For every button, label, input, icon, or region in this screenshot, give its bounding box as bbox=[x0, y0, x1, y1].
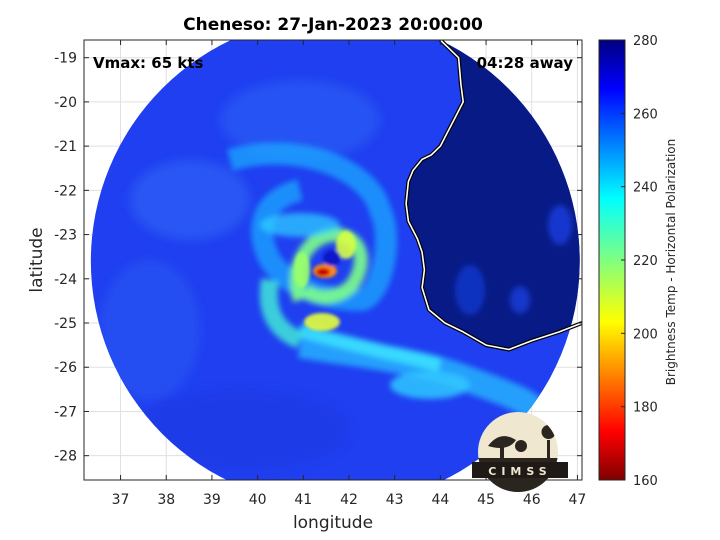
x-tick-label: 40 bbox=[249, 492, 267, 508]
logo-text: CIMSS bbox=[488, 465, 551, 478]
y-tick-label: -27 bbox=[54, 404, 77, 420]
southern-band-inner bbox=[297, 323, 442, 372]
x-tick-label: 42 bbox=[340, 492, 358, 508]
coastline-line bbox=[405, 40, 582, 351]
x-axis-label: longitude bbox=[293, 513, 373, 533]
outer-band bbox=[226, 142, 398, 312]
core-north-yellow bbox=[336, 231, 356, 259]
y-axis-label: latitude bbox=[27, 227, 47, 292]
southeast-band bbox=[390, 371, 470, 399]
colorbar-tick-label: 240 bbox=[633, 181, 658, 196]
y-tick-label: -28 bbox=[54, 449, 77, 465]
y-tick-label: -21 bbox=[54, 139, 77, 155]
cloud-patch bbox=[130, 160, 250, 240]
logo-tower bbox=[547, 440, 550, 462]
land-patch bbox=[455, 265, 485, 315]
colorbar-tick-label: 180 bbox=[633, 401, 658, 416]
land-patch bbox=[510, 286, 530, 314]
y-tick-label: -22 bbox=[54, 183, 77, 199]
western-band bbox=[259, 278, 304, 349]
y-tick-label: -23 bbox=[54, 228, 77, 244]
colorbar-tick-label: 260 bbox=[633, 107, 658, 122]
swath-image bbox=[90, 40, 580, 480]
logo-dish bbox=[488, 436, 516, 448]
x-tick-label: 39 bbox=[203, 492, 221, 508]
colorbar-label: Brightness Temp - Horizontal Polarizatio… bbox=[664, 139, 678, 386]
x-tick-label: 43 bbox=[386, 492, 404, 508]
logo-dish-mount bbox=[500, 444, 504, 460]
swath-texture bbox=[100, 80, 380, 470]
x-tick-label: 46 bbox=[523, 492, 541, 508]
cloud-patch bbox=[130, 390, 350, 470]
chart-title: Cheneso: 27-Jan-2023 20:00:00 bbox=[183, 15, 483, 35]
logo-dome bbox=[515, 440, 527, 452]
y-tick-label: -25 bbox=[54, 316, 77, 332]
x-tick-label: 45 bbox=[477, 492, 495, 508]
x-tick-label: 41 bbox=[294, 492, 312, 508]
core-red bbox=[316, 268, 330, 276]
colorbar bbox=[598, 39, 626, 481]
x-tick-label: 37 bbox=[112, 492, 130, 508]
cimss-logo: CIMSS bbox=[472, 412, 568, 492]
coastline bbox=[404, 40, 582, 352]
y-tick-label: -24 bbox=[54, 272, 77, 288]
x-tick-label: 44 bbox=[431, 492, 449, 508]
cloud-patch bbox=[220, 80, 380, 160]
x-axis-ticks: 37 38 39 40 41 42 43 44 45 46 47 bbox=[112, 40, 587, 508]
colorbar-tick-label: 200 bbox=[633, 327, 658, 342]
away-label: 04:28 away bbox=[477, 54, 574, 72]
y-axis-ticks: -19 -20 -21 -22 -23 -24 -25 -26 -27 -28 bbox=[54, 51, 582, 465]
logo-text-band bbox=[472, 462, 568, 478]
land-texture bbox=[455, 205, 572, 315]
vmax-label: Vmax: 65 kts bbox=[93, 54, 203, 72]
convective-cores bbox=[294, 231, 356, 331]
x-tick-label: 38 bbox=[157, 492, 175, 508]
core-west-green bbox=[294, 252, 310, 288]
core-south-yellow bbox=[304, 313, 340, 331]
storm-eye bbox=[323, 250, 341, 266]
northern-band-cyan bbox=[260, 213, 340, 237]
y-tick-label: -20 bbox=[54, 95, 77, 111]
axes-frame bbox=[83, 39, 583, 481]
colorbar-ticks: 160 180 200 220 240 260 280 bbox=[621, 34, 658, 489]
colorbar-tick-label: 160 bbox=[633, 474, 658, 489]
colorbar-tick-label: 220 bbox=[633, 254, 658, 269]
y-tick-label: -26 bbox=[54, 360, 77, 376]
x-tick-label: 47 bbox=[569, 492, 587, 508]
cloud-patch bbox=[100, 260, 200, 400]
y-tick-label: -19 bbox=[54, 51, 77, 67]
land-patch bbox=[548, 205, 572, 245]
colorbar-tick-label: 280 bbox=[633, 34, 658, 49]
